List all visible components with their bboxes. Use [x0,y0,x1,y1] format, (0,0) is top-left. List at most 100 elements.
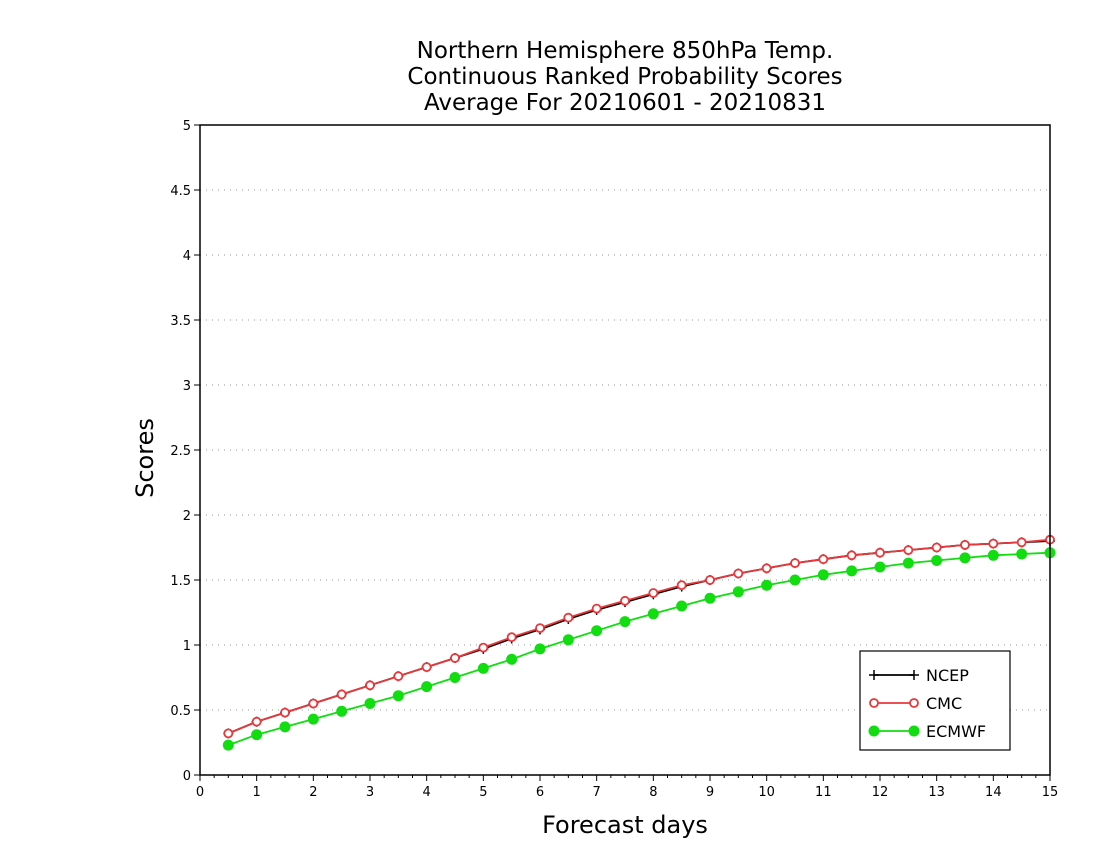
x-tick-label: 11 [815,785,832,800]
legend-label: NCEP [926,666,969,685]
x-tick-label: 0 [196,785,204,800]
data-point-open-circle [790,558,800,568]
chart-title: Northern Hemisphere 850hPa Temp.Continuo… [407,38,842,116]
data-point-filled-circle [761,579,773,591]
grid [200,189,1050,711]
data-point-filled-circle [251,729,263,741]
data-point-filled-circle [789,574,801,586]
x-tick-label: 14 [985,785,1002,800]
chart-title-line: Average For 20210601 - 20210831 [424,90,826,116]
data-point-filled-circle [392,690,404,702]
data-point-open-circle [365,680,375,691]
data-point-open-circle [535,623,545,633]
y-tick-label: 4.5 [170,184,191,199]
data-point-filled-circle [931,555,943,566]
legend-item-ncep: NCEP [869,666,969,685]
chart-title-line: Northern Hemisphere 850hPa Temp. [417,38,834,64]
x-tick-label: 6 [536,785,544,800]
x-tick-label: 10 [758,785,775,800]
data-point-open-circle [620,595,630,606]
data-point-filled-circle [647,608,659,620]
data-point-filled-circle [562,634,574,646]
legend: NCEP CMC ECMWF [859,650,1011,751]
data-point-filled-circle [222,739,234,751]
x-tick-label: 1 [253,785,261,800]
data-point-open-circle [846,550,857,561]
y-tick-label: 0.5 [170,704,191,719]
x-tick-label: 13 [928,785,945,800]
data-point-open-circle [223,728,234,739]
data-point-filled-circle [908,725,920,737]
data-point-filled-circle [987,549,999,561]
x-tick-label: 2 [309,785,317,800]
y-tick-label: 2.5 [170,444,191,459]
data-point-open-circle [818,554,829,565]
x-tick-label: 7 [593,785,601,800]
data-point-open-circle [393,671,404,682]
data-point-filled-circle [704,592,716,604]
legend-label: ECMWF [926,722,986,741]
data-point-open-circle [903,545,914,555]
data-point-open-circle [506,632,517,643]
x-tick-label: 12 [872,785,889,800]
data-point-filled-circle [336,705,348,717]
y-tick-label: 5 [183,119,191,134]
y-tick-label: 2 [183,509,191,524]
data-point-open-circle [336,689,347,700]
x-tick-label: 3 [366,785,374,800]
data-point-filled-circle [732,586,744,598]
data-point-open-circle [909,698,919,708]
legend-box [859,650,1011,751]
data-point-filled-circle [534,643,546,655]
data-point-open-circle [676,580,687,591]
legend-item-cmc: CMC [869,694,962,713]
y-tick-label: 0 [183,769,191,784]
data-point-filled-circle [868,725,880,737]
legend-label: CMC [926,694,962,713]
y-tick-label: 1 [183,639,191,654]
data-point-open-circle [705,575,715,585]
y-tick-label: 1.5 [170,574,191,589]
data-point-open-circle [931,542,942,553]
x-tick-label: 4 [423,785,431,800]
data-point-filled-circle [676,600,688,612]
data-point-open-circle [308,698,319,709]
data-point-open-circle [733,568,744,579]
x-axis-label: Forecast days [542,811,708,839]
data-point-open-circle [648,588,659,598]
data-point-filled-circle [477,662,489,674]
y-tick-label: 4 [183,249,191,264]
data-point-filled-circle [902,557,914,569]
series-lines [222,534,1056,751]
y-tick-label: 3 [183,379,191,394]
data-point-open-circle [761,563,772,574]
data-point-open-circle [988,538,999,549]
data-point-open-circle [1016,537,1027,548]
data-point-filled-circle [959,552,971,564]
data-point-open-circle [280,707,290,718]
x-tick-label: 9 [706,785,714,800]
data-point-filled-circle [619,616,631,628]
data-point-open-circle [251,716,262,727]
data-point-open-circle [869,698,879,708]
data-point-plus [909,670,919,680]
data-point-filled-circle [364,698,376,709]
data-point-open-circle [960,540,970,550]
series-ecmwf [222,547,1056,751]
data-point-plus [869,670,879,680]
y-axis-label: Scores [131,418,159,498]
data-point-open-circle [478,642,489,653]
data-point-open-circle [421,662,432,672]
data-point-filled-circle [279,721,291,733]
x-tick-label: 5 [479,785,487,800]
data-point-filled-circle [449,672,461,683]
data-point-filled-circle [846,565,858,577]
data-point-open-circle [591,603,602,614]
data-point-filled-circle [1016,548,1028,560]
data-point-filled-circle [307,713,319,725]
x-tick-label: 8 [649,785,657,800]
data-point-filled-circle [421,681,433,693]
x-axis-ticks: 0 1 2 3 4 5 6 7 8 9 10 11 12 13 14 15 [196,775,1058,800]
y-axis-ticks: 0 0.5 1 1.5 2 2.5 3 3.5 4 4.5 5 [170,119,200,784]
